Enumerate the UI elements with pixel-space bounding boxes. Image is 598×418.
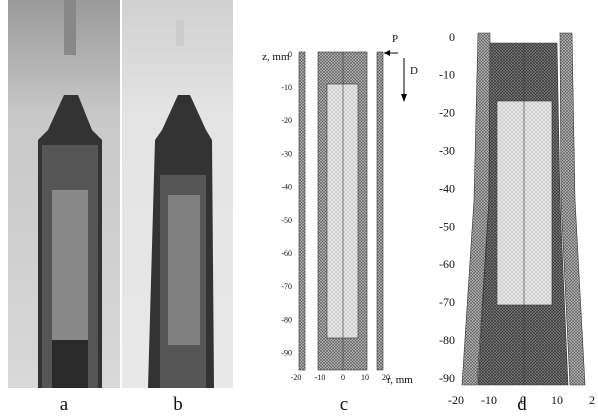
radiograph-b xyxy=(122,0,233,388)
axis-label: z, mm xyxy=(262,51,290,63)
x-tick-label: -20 xyxy=(291,373,302,382)
y-tick-label: -90 xyxy=(281,349,292,358)
y-tick-label: -70 xyxy=(439,295,455,309)
y-tick-label: -70 xyxy=(281,282,292,291)
x-tick-label: 0 xyxy=(341,373,345,382)
load-label: D xyxy=(410,65,418,77)
x-tick-label: -20 xyxy=(448,393,464,407)
y-tick-label: -60 xyxy=(439,257,455,271)
y-tick-label: -10 xyxy=(439,68,455,82)
axis-label: r, mm xyxy=(387,374,413,386)
y-tick-label: -30 xyxy=(281,149,292,158)
caption: d xyxy=(517,394,527,415)
caption: c xyxy=(340,394,348,415)
mesh-d xyxy=(461,32,586,386)
y-tick-label: 0 xyxy=(288,50,292,59)
y-tick-label: 0 xyxy=(449,30,455,44)
y-tick-label: -20 xyxy=(439,106,455,120)
y-tick-label: -10 xyxy=(281,83,292,92)
x-tick-label: 0 xyxy=(520,393,526,407)
x-tick-label: 10 xyxy=(361,373,369,382)
y-tick-label: -40 xyxy=(281,183,292,192)
load-label: P xyxy=(392,33,398,45)
radiograph-a xyxy=(8,0,120,388)
y-tick-label: -60 xyxy=(281,249,292,258)
x-tick-label: 10 xyxy=(551,393,563,407)
x-tick-label: -10 xyxy=(315,373,326,382)
mesh-c xyxy=(298,50,407,371)
y-tick-label: -20 xyxy=(281,116,292,125)
caption: b xyxy=(173,394,183,415)
y-tick-label: -90 xyxy=(439,371,455,385)
y-tick-label: -80 xyxy=(439,333,455,347)
y-tick-label: -50 xyxy=(281,216,292,225)
caption: a xyxy=(60,394,69,415)
y-tick-label: -50 xyxy=(439,219,455,233)
x-tick-label: -10 xyxy=(481,393,497,407)
x-tick-label: 20 xyxy=(382,373,390,382)
y-tick-label: -40 xyxy=(439,181,455,195)
y-tick-label: -80 xyxy=(281,315,292,324)
y-tick-label: -30 xyxy=(439,143,455,157)
x-tick-label: 2 xyxy=(589,393,595,407)
